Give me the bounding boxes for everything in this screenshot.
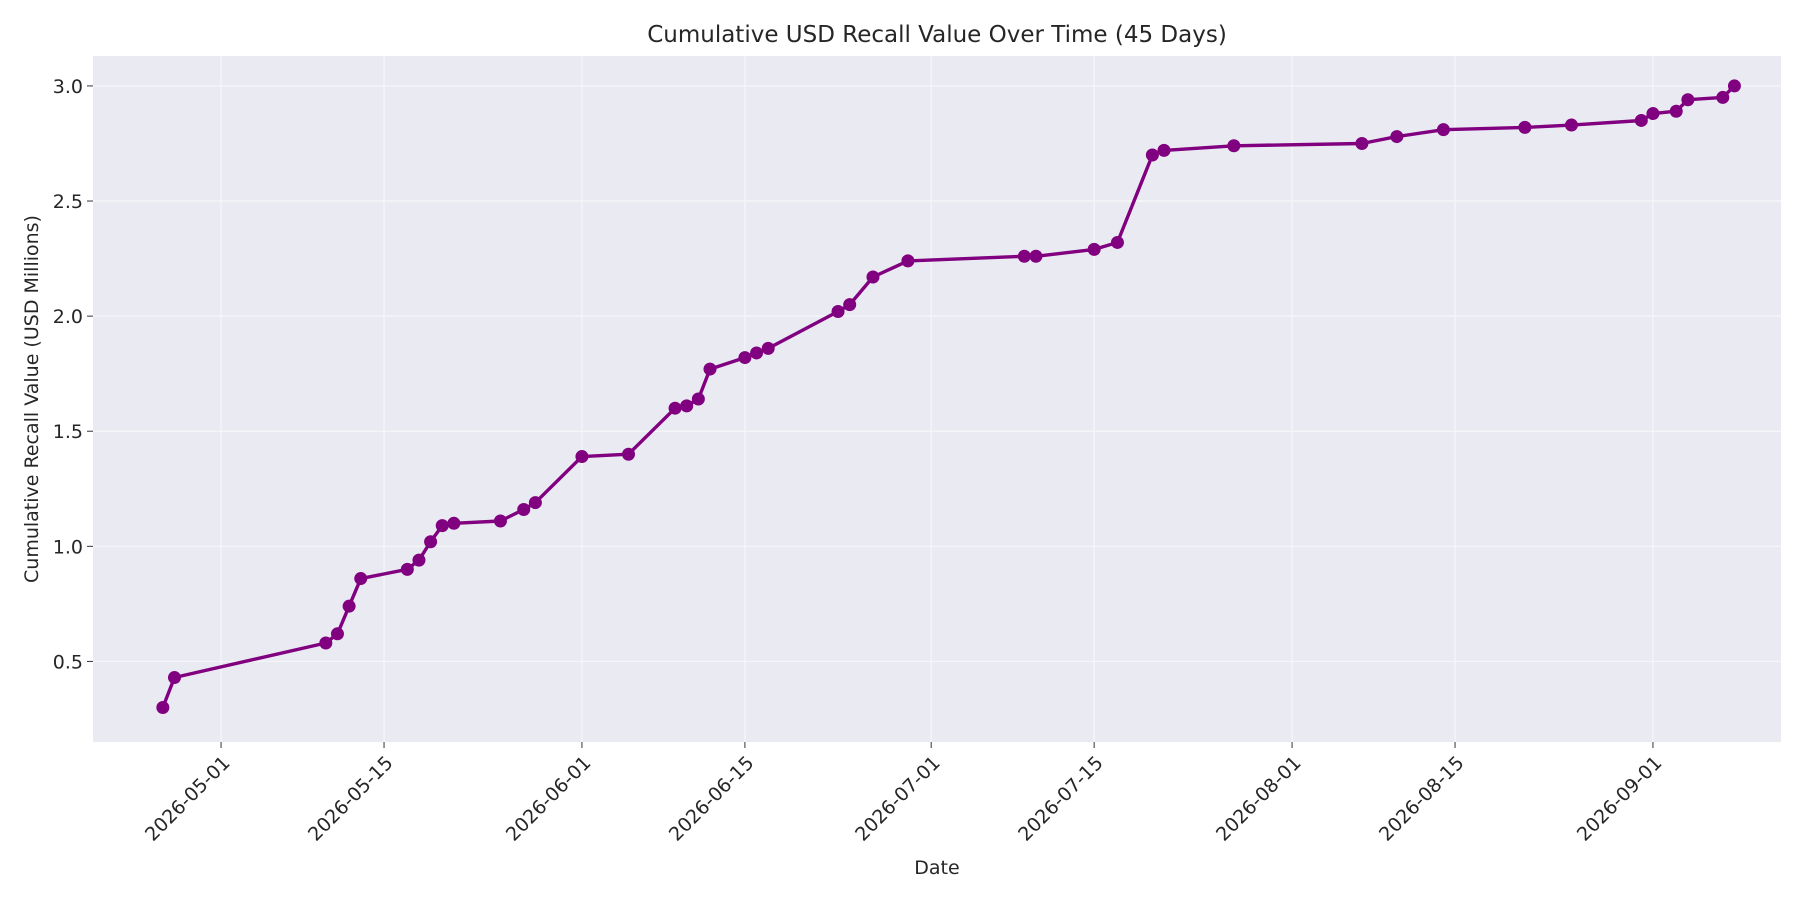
- data-point: [517, 502, 531, 516]
- x-tick-label: 2026-07-01: [851, 752, 945, 846]
- data-point: [622, 447, 636, 461]
- x-axis-label: Date: [914, 857, 959, 879]
- data-point: [1646, 107, 1660, 121]
- data-point: [447, 516, 461, 530]
- y-tick-label: 2.5: [53, 191, 83, 213]
- data-point: [1087, 242, 1101, 256]
- data-point: [167, 671, 181, 685]
- x-axis-ticks: 2026-05-01 2026-05-15 2026-06-01 2026-06-15…: [141, 742, 1667, 846]
- data-point: [1227, 139, 1241, 153]
- series-layer: [156, 79, 1741, 714]
- data-point: [831, 305, 845, 319]
- data-point: [575, 450, 589, 464]
- data-point: [866, 270, 880, 284]
- y-tick-label: 1.5: [53, 421, 83, 443]
- data-point: [1017, 249, 1031, 263]
- data-point: [330, 627, 344, 641]
- y-tick-label: 3.0: [53, 76, 83, 98]
- x-tick-label: 2026-09-01: [1573, 752, 1667, 846]
- plot-area: [93, 56, 1781, 742]
- x-tick-label: 2026-06-01: [502, 752, 596, 846]
- data-point: [691, 392, 705, 406]
- data-point: [1390, 130, 1404, 144]
- data-point: [738, 351, 752, 365]
- x-tick-label: 2026-06-15: [665, 752, 759, 846]
- y-tick-label: 2.0: [53, 306, 83, 328]
- data-point: [1355, 136, 1369, 150]
- data-point: [412, 553, 426, 567]
- data-point: [424, 535, 438, 549]
- chart-title: Cumulative USD Recall Value Over Time (4…: [647, 22, 1227, 48]
- data-point: [703, 362, 717, 376]
- data-point: [354, 572, 368, 586]
- x-tick-label: 2026-08-01: [1212, 752, 1306, 846]
- data-point: [1157, 143, 1171, 157]
- data-point: [901, 254, 915, 268]
- data-point: [1669, 104, 1683, 118]
- data-point: [668, 401, 682, 415]
- data-point: [1110, 235, 1124, 249]
- data-point: [1436, 123, 1450, 137]
- x-tick-label: 2026-05-15: [304, 752, 398, 846]
- x-tick-label: 2026-05-01: [141, 752, 235, 846]
- data-point: [1145, 148, 1159, 162]
- data-point: [1727, 79, 1741, 93]
- data-point: [1634, 113, 1648, 127]
- data-point: [1564, 118, 1578, 132]
- y-tick-label: 0.5: [53, 651, 83, 673]
- data-point: [750, 346, 764, 360]
- data-point: [1716, 90, 1730, 104]
- y-axis-label: Cumulative Recall Value (USD Millions): [21, 215, 43, 583]
- data-point: [1518, 120, 1532, 134]
- x-tick-label: 2026-07-15: [1014, 752, 1108, 846]
- data-point: [400, 562, 414, 576]
- data-point: [1681, 93, 1695, 107]
- y-tick-label: 1.0: [53, 536, 83, 558]
- y-axis-ticks: 0.5 1.0 1.5 2.0 2.5 3.0: [53, 76, 93, 673]
- data-point: [843, 298, 857, 312]
- data-point: [493, 514, 507, 528]
- data-point: [1029, 249, 1043, 263]
- data-point: [680, 399, 694, 413]
- grid-lines: [93, 56, 1781, 742]
- data-point: [761, 341, 775, 355]
- data-point: [319, 636, 333, 650]
- data-point: [342, 599, 356, 613]
- x-tick-label: 2026-08-15: [1375, 752, 1469, 846]
- data-point: [156, 700, 170, 714]
- data-point: [528, 496, 542, 510]
- data-point: [435, 519, 449, 533]
